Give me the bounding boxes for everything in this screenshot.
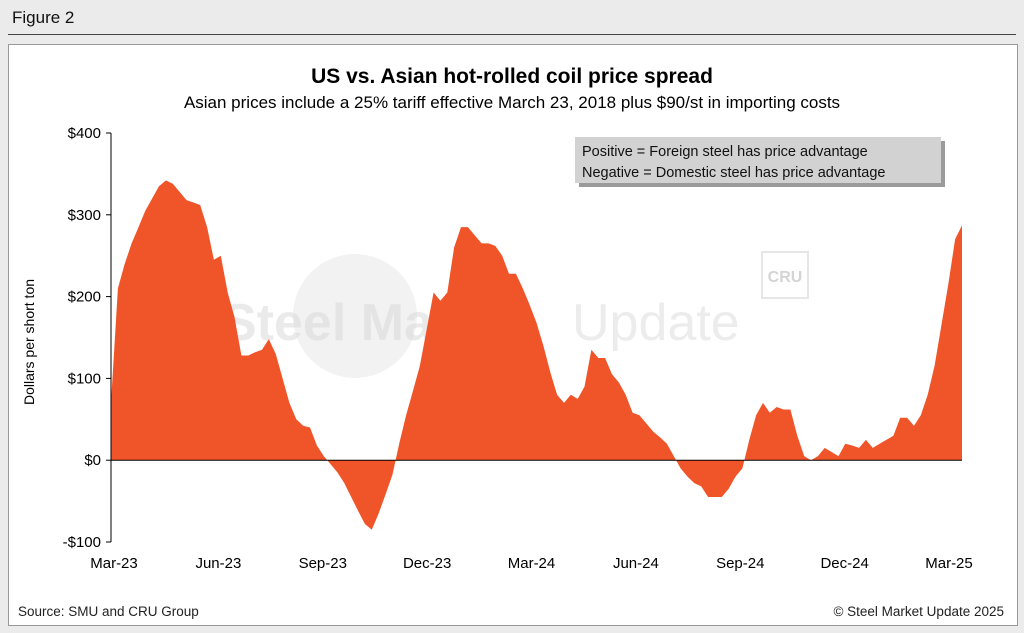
area-layer	[111, 180, 962, 530]
x-tick-label: Sep-23	[299, 555, 347, 572]
x-tick-label: Jun-24	[613, 555, 659, 572]
footer-copyright: © Steel Market Update 2025	[833, 604, 1004, 619]
y-axis-label: Dollars per short ton	[21, 279, 37, 405]
y-tick-label: -$100	[63, 534, 101, 551]
axis-layer: -$100 $0 $100 $200 $300 $400 Mar-23 Jun-23 Sep-2…	[63, 125, 973, 572]
y-tick-label: $200	[68, 289, 101, 306]
chart-title: US vs. Asian hot-rolled coil price sprea…	[311, 65, 713, 88]
watermark-cru-logo: CRU	[768, 269, 803, 286]
x-tick-label: Mar-23	[90, 555, 138, 572]
x-tick-label: Jun-23	[195, 555, 241, 572]
watermark-cru-box	[761, 251, 809, 299]
x-tick-label: Mar-24	[508, 555, 556, 572]
chart-subtitle: Asian prices include a 25% tariff effect…	[184, 93, 840, 112]
figure-label: Figure 2	[12, 8, 75, 27]
x-tick-label: Sep-24	[716, 555, 764, 572]
footer-source: Source: SMU and CRU Group	[18, 604, 199, 619]
x-tick-label: Dec-23	[403, 555, 451, 572]
watermark-brand-light: Update	[572, 294, 740, 352]
legend-background	[575, 137, 941, 183]
x-tick-label: Dec-24	[820, 555, 868, 572]
legend-line-positive: Positive = Foreign steel has price advan…	[582, 144, 868, 160]
y-tick-label: $300	[68, 207, 101, 224]
y-tick-label: $0	[84, 452, 101, 469]
spread-area	[111, 180, 962, 530]
y-tick-label: $400	[68, 125, 101, 142]
y-tick-label: $100	[68, 370, 101, 387]
legend-line-negative: Negative = Domestic steel has price adva…	[582, 165, 885, 181]
legend-box: Positive = Foreign steel has price advan…	[575, 137, 945, 187]
x-tick-label: Mar-25	[925, 555, 973, 572]
watermark-logo-circle	[293, 254, 417, 378]
top-rule	[8, 34, 1016, 35]
